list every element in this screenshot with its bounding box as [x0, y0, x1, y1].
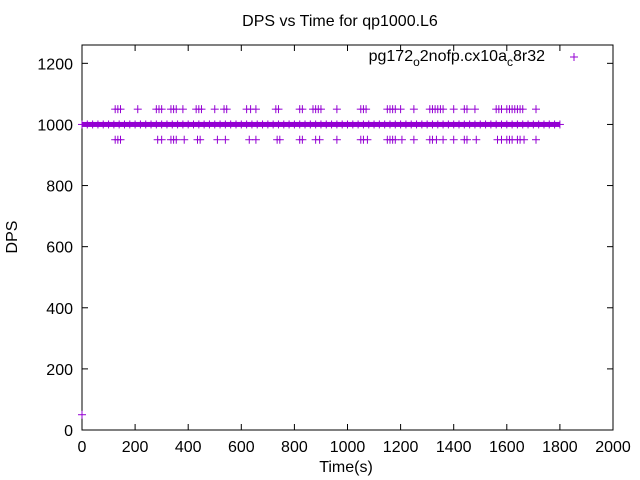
legend-marker	[570, 53, 578, 61]
data-point	[251, 105, 260, 114]
data-point	[178, 105, 187, 114]
chart-title: DPS vs Time for qp1000.L6	[242, 13, 438, 30]
data-point	[397, 135, 406, 144]
data-point	[332, 105, 341, 114]
x-tick-label: 1200	[383, 439, 419, 456]
data-point	[213, 135, 222, 144]
x-tick-label: 1400	[436, 439, 472, 456]
data-point	[396, 105, 405, 114]
x-tick-label: 400	[175, 439, 202, 456]
data-point	[518, 105, 527, 114]
data-points-layer	[78, 105, 541, 419]
data-point	[116, 135, 125, 144]
x-axis-title: Time(s)	[319, 459, 373, 476]
y-tick-label: 600	[46, 240, 73, 257]
legend-label-subscript: o	[413, 55, 420, 69]
data-point	[222, 105, 231, 114]
legend: pg172o2nofp.cx10ac8r32	[369, 48, 578, 69]
x-tick-label: 2000	[595, 439, 631, 456]
x-tick-label: 1000	[330, 439, 366, 456]
data-point	[439, 105, 448, 114]
data-point	[409, 105, 418, 114]
data-point	[221, 135, 230, 144]
y-tick-label: 800	[46, 179, 73, 196]
data-point	[449, 135, 458, 144]
data-point	[116, 105, 125, 114]
y-tick-label: 1000	[37, 117, 73, 134]
data-point	[409, 135, 418, 144]
y-axis-title: DPS	[4, 221, 21, 254]
legend-label-part: 2nofp.cx10a	[420, 48, 507, 65]
data-point	[157, 105, 166, 114]
data-point	[298, 105, 307, 114]
data-point	[472, 135, 481, 144]
axis-layer: 0 200 400 600 800 1000 1200 1400 1600 1800 2000 0 20…	[37, 44, 631, 456]
data-point	[251, 135, 260, 144]
y-tick-label: 200	[46, 362, 73, 379]
plot-frame	[81, 44, 614, 431]
x-tick-label: 800	[281, 439, 308, 456]
x-tick-label: 1800	[542, 439, 578, 456]
data-point	[532, 135, 541, 144]
legend-label-part: 8r32	[513, 48, 545, 65]
data-point	[172, 135, 181, 144]
baseline-point	[555, 120, 564, 129]
x-tick-label: 0	[78, 439, 87, 456]
data-point	[449, 105, 458, 114]
legend-label-part: pg172	[369, 48, 414, 65]
y-tick-label: 400	[46, 301, 73, 318]
data-point	[532, 105, 541, 114]
data-point	[298, 135, 307, 144]
legend-label: pg172o2nofp.cx10ac8r32	[369, 48, 546, 69]
y-tick-label: 1200	[37, 56, 73, 73]
data-point	[210, 105, 219, 114]
x-tick-label: 600	[228, 439, 255, 456]
data-point	[274, 105, 283, 114]
data-point	[363, 135, 372, 144]
data-point	[362, 105, 371, 114]
data-point	[197, 105, 206, 114]
data-point	[133, 105, 142, 114]
data-point	[78, 410, 86, 419]
data-point	[470, 105, 479, 114]
data-point	[439, 135, 448, 144]
x-tick-label: 200	[122, 439, 149, 456]
data-point	[462, 135, 471, 144]
data-point	[275, 135, 284, 144]
baseline-layer	[78, 120, 564, 129]
data-point	[520, 135, 529, 144]
data-point	[462, 105, 471, 114]
data-point	[315, 135, 324, 144]
data-point	[196, 135, 205, 144]
data-point	[180, 135, 189, 144]
data-point	[316, 105, 325, 114]
legend-label-subscript: c	[507, 55, 513, 69]
y-tick-label: 0	[64, 423, 73, 440]
data-point	[332, 135, 341, 144]
x-tick-label: 1600	[489, 439, 525, 456]
data-point	[157, 135, 166, 144]
